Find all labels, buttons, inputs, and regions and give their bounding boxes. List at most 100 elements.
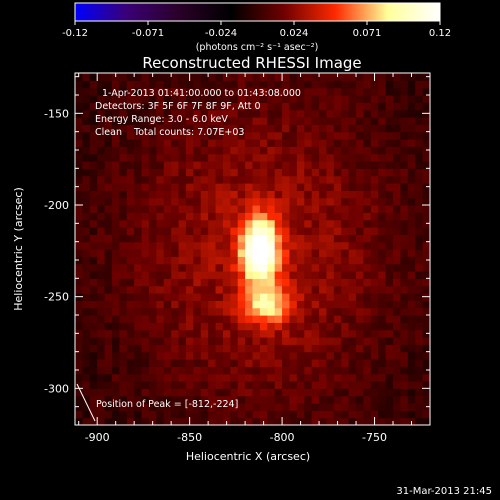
heatmap-cell (348, 263, 357, 272)
heatmap-cell (282, 80, 291, 89)
heatmap-cell (282, 395, 291, 404)
heatmap-cell (393, 80, 402, 89)
heatmap-cell (274, 315, 283, 323)
heatmap-cell (126, 315, 135, 323)
heatmap-cell (82, 87, 91, 96)
heatmap-cell (393, 417, 402, 425)
heatmap-cell (341, 300, 350, 309)
heatmap-cell (274, 307, 283, 316)
heatmap-cell (82, 293, 91, 301)
heatmap-cell (208, 381, 217, 389)
heatmap-cell (363, 271, 372, 279)
heatmap-cell (193, 241, 202, 250)
heatmap-cell (393, 395, 402, 404)
heatmap-cell (274, 410, 283, 419)
heatmap-cell (89, 322, 98, 331)
heatmap-cell (134, 95, 143, 103)
heatmap-cell (185, 197, 194, 206)
heatmap-cell (370, 410, 379, 419)
heatmap-cell (193, 278, 202, 287)
heatmap-cell (296, 256, 305, 265)
heatmap-cell (415, 117, 424, 125)
heatmap-cell (296, 263, 305, 272)
heatmap-cell (407, 344, 416, 353)
heatmap-cell (333, 322, 342, 331)
heatmap-cell (333, 293, 342, 301)
heatmap-cell (259, 183, 268, 191)
heatmap-cell (171, 359, 180, 367)
heatmap-cell (304, 95, 313, 103)
heatmap-cell (148, 183, 157, 191)
heatmap-cell (393, 102, 402, 111)
heatmap-cell (111, 271, 120, 279)
heatmap-cell (89, 271, 98, 279)
heatmap-cell (208, 146, 217, 155)
heatmap-cell (97, 227, 106, 235)
heatmap-cell (289, 322, 298, 331)
heatmap-cell (185, 175, 194, 184)
heatmap-cell (400, 417, 409, 425)
heatmap-cell (215, 87, 224, 96)
heatmap-cell (200, 131, 209, 140)
heatmap-cell (311, 329, 320, 338)
heatmap-cell (378, 373, 387, 382)
heatmap-cell (356, 205, 365, 213)
heatmap-cell (134, 300, 143, 309)
heatmap-cell (104, 183, 113, 191)
heatmap-cell (237, 131, 246, 140)
heatmap-cell (178, 263, 187, 272)
heatmap-cell (348, 161, 357, 169)
heatmap-cell (141, 366, 150, 375)
heatmap-cell (193, 315, 202, 323)
heatmap-cell (163, 102, 172, 111)
heatmap-cell (208, 256, 217, 265)
heatmap-cell (230, 344, 239, 353)
heatmap-cell (356, 351, 365, 360)
heatmap-cell (245, 80, 254, 89)
heatmap-cell (267, 87, 276, 96)
heatmap-cell (341, 285, 350, 294)
heatmap-cell (296, 293, 305, 301)
heatmap-cell (185, 271, 194, 279)
heatmap-cell (200, 344, 209, 353)
heatmap-cell (237, 109, 246, 118)
heatmap-cell (89, 300, 98, 309)
heatmap-cell (104, 205, 113, 213)
heatmap-cell (378, 300, 387, 309)
heatmap-cell (163, 234, 172, 243)
heatmap-cell (245, 124, 254, 133)
heatmap-cell (185, 102, 194, 111)
heatmap-cell (148, 322, 157, 331)
heatmap-cell (282, 161, 291, 169)
heatmap-cell (393, 381, 402, 389)
heatmap-cell (274, 285, 283, 294)
heatmap-cell (370, 168, 379, 177)
heatmap-cell (104, 87, 113, 96)
heatmap-cell (393, 241, 402, 250)
heatmap-cell (363, 241, 372, 250)
heatmap-cell (407, 175, 416, 184)
heatmap-cell (393, 388, 402, 397)
heatmap-cell (393, 219, 402, 228)
heatmap-cell (326, 307, 335, 316)
heatmap-cell (134, 344, 143, 353)
heatmap-cell (141, 322, 150, 331)
heatmap-cell (141, 417, 150, 425)
heatmap-cell (134, 403, 143, 411)
heatmap-cell (348, 87, 357, 96)
heatmap-cell (422, 359, 430, 367)
heatmap-cell (222, 87, 231, 96)
heatmap-cell (326, 219, 335, 228)
heatmap-cell (185, 117, 194, 125)
heatmap-cell (230, 315, 239, 323)
heatmap-cell (356, 190, 365, 199)
heatmap-cell (208, 139, 217, 147)
heatmap-cell (215, 263, 224, 272)
heatmap-cell (378, 256, 387, 265)
heatmap-cell (230, 161, 239, 169)
heatmap-cell (97, 351, 106, 360)
heatmap-cell (378, 329, 387, 338)
heatmap-cell (185, 249, 194, 257)
heatmap-cell (333, 410, 342, 419)
heatmap-cell (163, 168, 172, 177)
